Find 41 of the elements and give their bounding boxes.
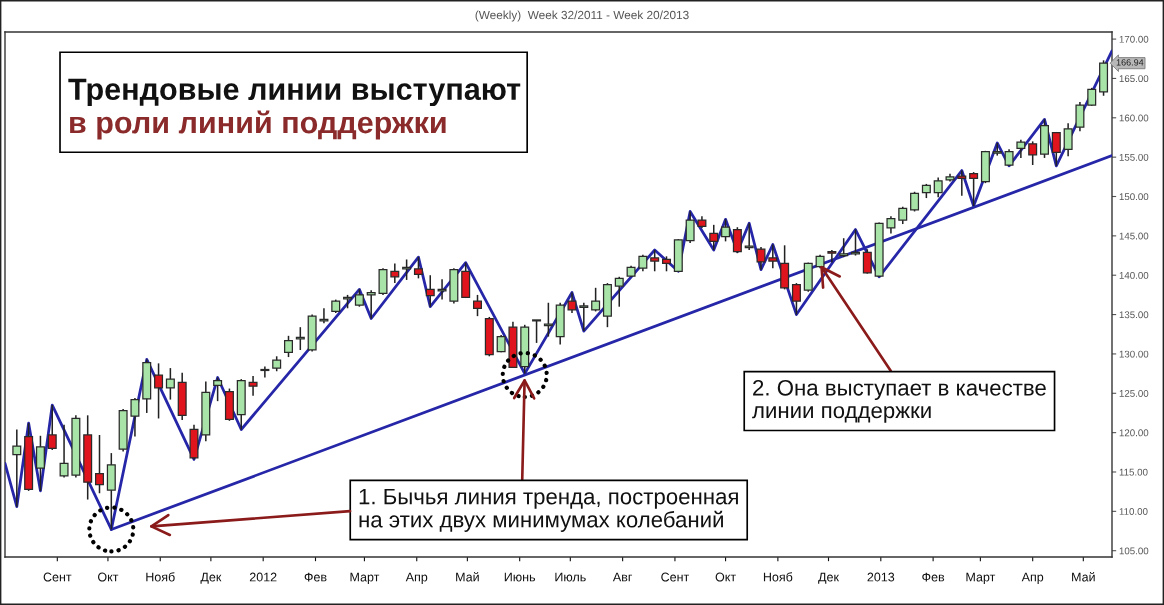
chart-title: (Weekly) Week 32/2011 - Week 20/2013 [475,10,689,22]
x-tick-label: Март [350,572,380,584]
x-tick-label: Дек [818,572,839,584]
x-tick-label: Май [456,572,479,582]
x-tick-label: Фев [304,572,327,582]
x-tick-label: Июнь [504,572,536,582]
y-tick-label: 155.00 [1119,153,1149,161]
x-tick-label: 2012 [249,572,277,582]
y-tick-label: 105.00 [1119,547,1149,555]
y-tick-label: 150.00 [1119,193,1149,201]
y-tick-label: 140.00 [1119,271,1149,279]
x-tick-label: Май [1072,572,1095,582]
x-tick-label: Дек [200,572,222,584]
x-tick-label: Фев [922,572,945,582]
x-tick-label: Сент [661,572,690,582]
y-tick-label: 120.00 [1119,429,1149,437]
annotation: 166.94 [1116,59,1144,66]
annotation: Трендовые линии выступают [68,78,521,107]
y-tick-label: 160.00 [1119,114,1149,122]
x-tick-label: Нояб [146,572,175,582]
y-tick-label: 145.00 [1119,232,1149,240]
y-tick-label: 110.00 [1119,508,1148,515]
y-tick-label: 115.00 [1119,468,1148,476]
x-tick-label: Авг [612,572,633,582]
x-tick-label: Апр [1021,572,1044,584]
y-tick-label: 165.00 [1119,75,1149,83]
x-tick-label: Окт [98,572,119,582]
annotation: 1. Бычья линия тренда, построенная на этих двух минимумах колебаний [359,488,738,532]
annotation: в роли линий поддержки [70,110,446,140]
x-tick-label: Март [966,572,996,584]
x-tick-label: Нояб [763,572,793,582]
y-tick-label: 170.00 [1119,35,1149,43]
x-tick-label: Окт [715,572,736,582]
y-tick-label: 130.00 [1119,350,1149,358]
annotation: 2. Она выступает в качестве линии поддержки [752,379,1046,423]
y-tick-label: 135.00 [1119,311,1149,319]
x-tick-label: Апр [405,572,428,584]
x-tick-label: 2013 [867,572,895,582]
y-tick-label: 125.00 [1119,390,1149,397]
x-tick-label: Июль [555,572,586,582]
x-tick-label: Сент [43,572,72,582]
